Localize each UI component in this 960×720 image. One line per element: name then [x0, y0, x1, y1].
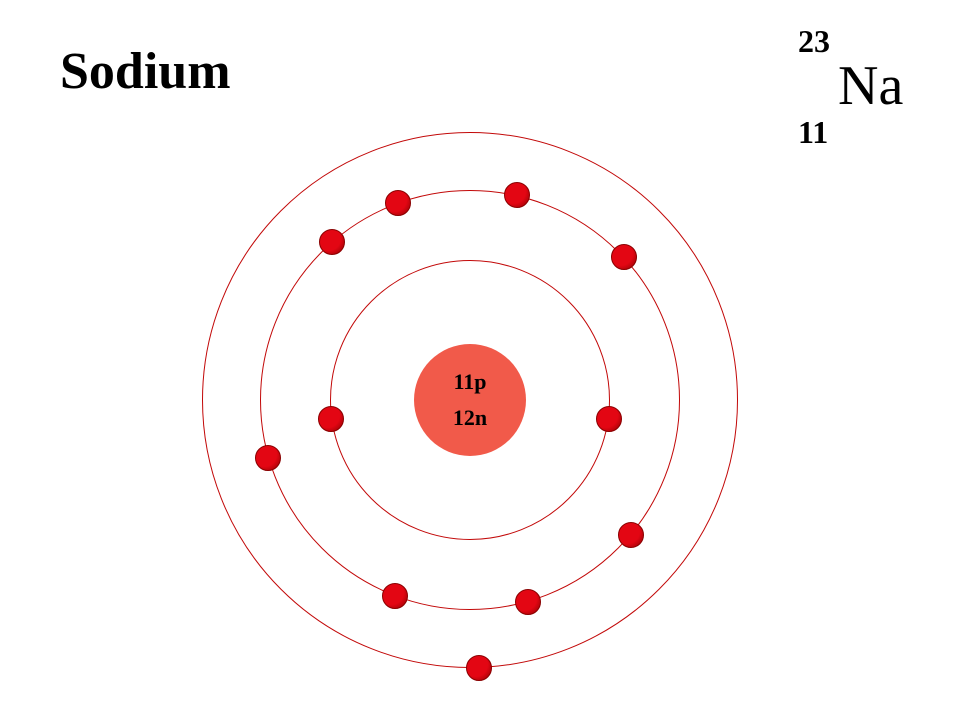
atom-diagram: 11p12n [202, 132, 738, 668]
electron [466, 655, 492, 681]
electron [515, 589, 541, 615]
electron [596, 406, 622, 432]
electron [618, 522, 644, 548]
proton-count: 11p [453, 369, 486, 395]
electron [319, 229, 345, 255]
nucleus: 11p12n [414, 344, 526, 456]
diagram-stage: Sodium 23 Na 11 11p12n [0, 0, 960, 720]
element-symbol-block: 23 Na 11 [798, 23, 903, 151]
electron [385, 190, 411, 216]
electron [611, 244, 637, 270]
electron [382, 583, 408, 609]
atomic-number: 11 [798, 114, 903, 151]
electron [255, 445, 281, 471]
neutron-count: 12n [453, 405, 487, 431]
element-name-title: Sodium [60, 42, 231, 101]
element-symbol: Na [838, 54, 903, 118]
